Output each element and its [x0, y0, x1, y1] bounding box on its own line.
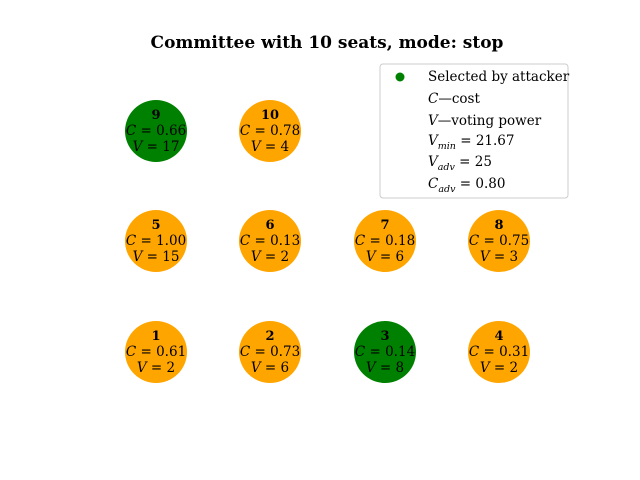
seat-power: 15 [162, 249, 179, 265]
seat-cost-line: C = 0.66 [126, 123, 186, 139]
seat-id: 10 [261, 108, 279, 123]
legend-cost-label: —cost [438, 91, 480, 107]
seat-node-9: 9C = 0.66V = 17 [125, 100, 187, 162]
seat-cost: 0.66 [156, 123, 186, 139]
seat-id: 7 [380, 218, 389, 233]
seat-power: 6 [396, 249, 405, 265]
seat-power-line: V = 4 [251, 139, 289, 155]
seat-circle [239, 210, 301, 272]
seat-power-line: V = 3 [480, 249, 518, 265]
seat-cost: 0.61 [156, 344, 186, 360]
seat-cost-line: C = 0.61 [126, 344, 186, 360]
legend-power-entry: V—voting power [428, 113, 542, 129]
seat-circle [468, 210, 530, 272]
legend-vmin-entry: Vmin = 21.67 [428, 133, 514, 152]
seat-power: 17 [162, 139, 179, 155]
seat-cost-line: C = 0.75 [469, 233, 529, 249]
seat-power-line: V = 15 [133, 249, 180, 265]
seat-cost: 0.78 [270, 123, 300, 139]
seat-power-line: V = 2 [251, 249, 289, 265]
seat-cost-line: C = 0.13 [240, 233, 300, 249]
seat-circle [125, 100, 187, 162]
seat-power-line: V = 8 [366, 360, 404, 376]
seat-power: 8 [396, 360, 405, 376]
seat-power-line: V = 6 [366, 249, 404, 265]
seat-power-line: V = 6 [251, 360, 289, 376]
legend-power-label: —voting power [438, 113, 542, 129]
legend-selected-marker [395, 72, 405, 82]
diagram-title: Committee with 10 seats, mode: stop [151, 33, 504, 53]
seat-power: 2 [281, 249, 290, 265]
seat-power-line: V = 17 [133, 139, 180, 155]
seat-node-8: 8C = 0.75V = 3 [468, 210, 530, 272]
seat-cost-line: C = 0.18 [355, 233, 415, 249]
legend-cost-entry: C—cost [428, 91, 480, 107]
seat-cost-line: C = 0.78 [240, 123, 300, 139]
seat-id: 9 [151, 108, 160, 123]
seat-cost-line: C = 0.14 [355, 344, 415, 360]
seat-id: 1 [151, 329, 160, 344]
seat-circle [239, 321, 301, 383]
seat-node-3: 3C = 0.14V = 8 [354, 321, 416, 383]
seat-cost: 0.18 [385, 233, 415, 249]
seat-id: 4 [494, 329, 503, 344]
seat-id: 5 [151, 218, 160, 233]
seat-id: 8 [494, 218, 503, 233]
seat-node-5: 5C = 1.00V = 15 [125, 210, 187, 272]
seats-group: 1C = 0.61V = 22C = 0.73V = 63C = 0.14V =… [125, 100, 530, 383]
seat-power-line: V = 2 [137, 360, 175, 376]
seat-circle [354, 210, 416, 272]
seat-power: 6 [281, 360, 290, 376]
seat-cost: 0.13 [270, 233, 300, 249]
legend-cadv-entry: Cadv = 0.80 [428, 176, 505, 195]
legend-vmin-value: 21.67 [476, 133, 515, 149]
seat-cost: 0.75 [499, 233, 529, 249]
seat-cost: 1.00 [156, 233, 186, 249]
seat-id: 2 [265, 329, 274, 344]
seat-power-line: V = 2 [480, 360, 518, 376]
seat-power: 2 [167, 360, 176, 376]
seat-node-6: 6C = 0.13V = 2 [239, 210, 301, 272]
seat-cost-line: C = 0.31 [469, 344, 529, 360]
seat-id: 6 [265, 218, 274, 233]
seat-cost-line: C = 1.00 [126, 233, 186, 249]
seat-node-1: 1C = 0.61V = 2 [125, 321, 187, 383]
seat-node-10: 10C = 0.78V = 4 [239, 100, 301, 162]
seat-node-2: 2C = 0.73V = 6 [239, 321, 301, 383]
seat-circle [468, 321, 530, 383]
seat-circle [354, 321, 416, 383]
legend-vadv-entry: Vadv = 25 [428, 154, 492, 173]
seat-cost: 0.14 [385, 344, 415, 360]
seat-cost: 0.31 [499, 344, 529, 360]
legend-cadv-value: 0.80 [475, 176, 505, 192]
seat-id: 3 [380, 329, 389, 344]
seat-circle [239, 100, 301, 162]
seat-power: 3 [510, 249, 519, 265]
seat-circle [125, 321, 187, 383]
seat-power: 4 [281, 139, 290, 155]
legend: Selected by attacker C—cost V—voting pow… [379, 63, 570, 199]
legend-vadv-value: 25 [475, 154, 492, 170]
seat-cost: 0.73 [270, 344, 300, 360]
seat-node-4: 4C = 0.31V = 2 [468, 321, 530, 383]
seat-circle [125, 210, 187, 272]
legend-selected-label: Selected by attacker [428, 69, 570, 85]
legend-frame [379, 63, 569, 199]
seat-node-7: 7C = 0.18V = 6 [354, 210, 416, 272]
seat-cost-line: C = 0.73 [240, 344, 300, 360]
seat-power: 2 [510, 360, 519, 376]
